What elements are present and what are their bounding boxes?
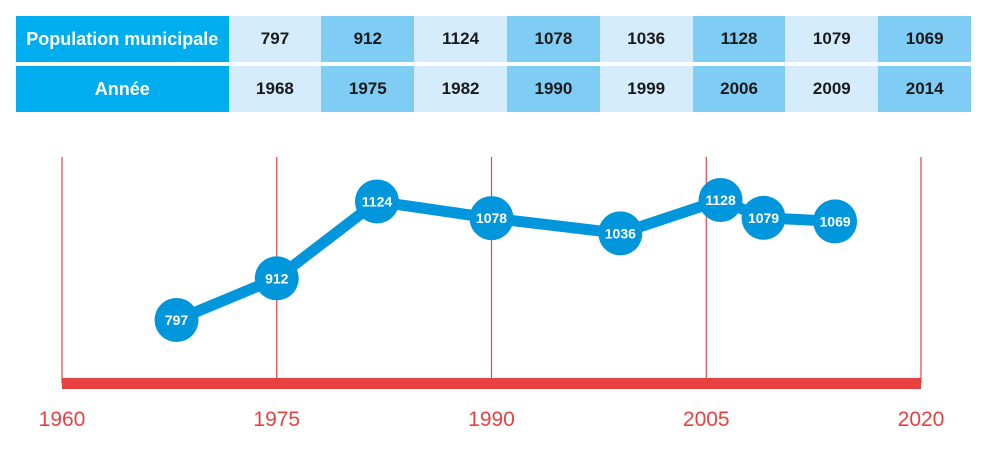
x-tick-label: 1990 xyxy=(468,408,515,431)
year-cell: 1982 xyxy=(414,66,507,112)
x-tick-label: 2005 xyxy=(683,408,730,431)
population-header: Population municipale xyxy=(16,16,229,62)
year-cell: 2014 xyxy=(878,66,972,112)
population-table: Population municipale 797 912 1124 1078 … xyxy=(16,16,972,112)
data-label: 1128 xyxy=(705,192,736,208)
year-cell: 2009 xyxy=(785,66,879,112)
year-cell: 1968 xyxy=(228,66,322,112)
data-point xyxy=(813,199,858,244)
x-tick-label: 2020 xyxy=(898,408,945,431)
population-cell: 1128 xyxy=(692,16,786,62)
population-row: Population municipale 797 912 1124 1078 … xyxy=(16,16,972,62)
year-cell: 1975 xyxy=(321,66,415,112)
year-cell: 1999 xyxy=(599,66,693,112)
data-label: 1078 xyxy=(476,210,507,226)
population-cell: 912 xyxy=(321,16,415,62)
data-point xyxy=(354,179,399,224)
data-label: 912 xyxy=(265,270,289,286)
population-cell: 797 xyxy=(228,16,322,62)
data-label: 1036 xyxy=(605,225,636,241)
year-row: Année 1968 1975 1982 1990 1999 2006 2009… xyxy=(16,66,972,112)
population-cell: 1036 xyxy=(599,16,693,62)
data-point xyxy=(741,195,786,240)
data-label: 1069 xyxy=(820,213,851,229)
population-cell: 1079 xyxy=(785,16,879,62)
population-cell: 1078 xyxy=(507,16,600,62)
population-cell: 1124 xyxy=(414,16,507,62)
data-point xyxy=(698,178,743,222)
x-tick-label: 1960 xyxy=(39,408,86,431)
data-label: 797 xyxy=(165,312,189,328)
year-header: Année xyxy=(16,66,229,112)
data-point xyxy=(254,256,299,301)
year-cell: 2006 xyxy=(692,66,786,112)
data-point xyxy=(154,298,199,342)
x-axis-bar xyxy=(62,378,921,389)
data-point xyxy=(469,196,514,241)
data-point xyxy=(598,211,643,256)
data-label: 1124 xyxy=(362,193,393,209)
x-tick-label: 1975 xyxy=(253,408,300,431)
population-cell: 1069 xyxy=(878,16,972,62)
year-cell: 1990 xyxy=(507,66,600,112)
data-label: 1079 xyxy=(748,210,779,226)
